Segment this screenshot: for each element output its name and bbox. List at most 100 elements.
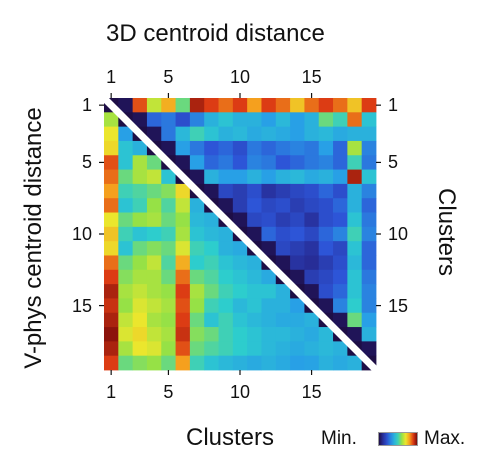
heatmap-cell — [189, 198, 205, 213]
heatmap-cell — [146, 341, 162, 357]
heatmap-cell — [347, 126, 363, 142]
heatmap-cell — [347, 98, 363, 113]
heatmap-cell — [232, 198, 248, 213]
top-tick-label: 15 — [301, 67, 322, 87]
heatmap-cell — [232, 98, 248, 113]
heatmap-cell — [318, 298, 334, 314]
heatmap-cell — [161, 169, 176, 185]
heatmap-cell — [361, 212, 377, 228]
heatmap-cell — [132, 226, 148, 242]
heatmap-cell — [232, 269, 248, 285]
heatmap-cell — [304, 269, 320, 285]
heatmap-cell — [261, 198, 277, 213]
heatmap-cell — [347, 298, 363, 314]
heatmap-cell — [104, 212, 119, 228]
heatmap-cell — [189, 355, 205, 371]
heatmap-cell — [132, 169, 148, 185]
heatmap-cell — [275, 140, 291, 156]
heatmap-cell — [333, 284, 348, 299]
heatmap-cell — [318, 284, 334, 299]
heatmap-cell — [347, 112, 363, 128]
heatmap-cell — [132, 312, 148, 328]
heatmap-cell — [104, 169, 119, 185]
heatmap-cell — [175, 226, 191, 242]
heatmap-cell — [104, 112, 119, 128]
heatmap-cell — [361, 284, 377, 299]
heatmap-cell — [175, 355, 191, 371]
heatmap-cell — [204, 269, 219, 285]
heatmap-cell — [118, 284, 134, 299]
heatmap-cell — [204, 212, 219, 228]
heatmap-cell — [132, 155, 148, 170]
heatmap-cell — [232, 155, 248, 170]
heatmap-cell — [204, 255, 219, 271]
heatmap-cell — [275, 126, 291, 142]
heatmap-cell — [347, 169, 363, 185]
heatmap-cell — [290, 255, 305, 271]
heatmap-cell — [132, 183, 148, 199]
heatmap-cell — [104, 298, 119, 314]
heatmap-cell — [275, 183, 291, 199]
heatmap-cell — [189, 269, 205, 285]
heatmap-cell — [132, 327, 148, 342]
heatmap-cell — [247, 269, 262, 285]
heatmap-cell — [290, 341, 305, 357]
heatmap-cell — [247, 183, 262, 199]
heatmap-cell — [247, 112, 262, 128]
heatmap-cell — [361, 341, 377, 357]
heatmap-cell — [218, 126, 234, 142]
heatmap-cell — [333, 341, 348, 357]
heatmap-cell — [118, 341, 134, 357]
heatmap-cell — [118, 255, 134, 271]
heatmap-cell — [132, 298, 148, 314]
heatmap-cell — [318, 212, 334, 228]
heatmap-cell — [318, 198, 334, 213]
heatmap-cell — [347, 255, 363, 271]
heatmap-cell — [304, 126, 320, 142]
heatmap-cell — [347, 226, 363, 242]
heatmap-cell — [318, 155, 334, 170]
heatmap-cell — [146, 312, 162, 328]
heatmap-cell — [361, 226, 377, 242]
heatmap-cell — [218, 241, 234, 256]
heatmap-cell — [318, 226, 334, 242]
heatmap-cell — [161, 198, 176, 213]
heatmap-cell — [247, 126, 262, 142]
heatmap-cell — [204, 312, 219, 328]
heatmap-cell — [247, 298, 262, 314]
heatmap-cell — [347, 198, 363, 213]
heatmap-cell — [247, 312, 262, 328]
heatmap-cell — [318, 98, 334, 113]
heatmap-cell — [146, 112, 162, 128]
heatmap-cell — [175, 284, 191, 299]
heatmap-cell — [361, 327, 377, 342]
left-tick-label: 5 — [81, 152, 92, 173]
heatmap-cell — [361, 198, 377, 213]
heatmap-cell — [132, 355, 148, 371]
heatmap-cell — [218, 341, 234, 357]
heatmap-cell — [146, 169, 162, 185]
heatmap-cell — [304, 212, 320, 228]
heatmap-cell — [290, 126, 305, 142]
heatmap-cell — [304, 140, 320, 156]
top-tick-label: 10 — [229, 67, 251, 87]
heatmap-cell — [232, 140, 248, 156]
heatmap-cell — [146, 269, 162, 285]
heatmap-cell — [189, 312, 205, 328]
heatmap-cell — [218, 140, 234, 156]
heatmap-cell — [333, 212, 348, 228]
heatmap-cell — [232, 169, 248, 185]
heatmap-cell — [304, 284, 320, 299]
heatmap-cell — [118, 169, 134, 185]
heatmap-cell — [204, 341, 219, 357]
heatmap-cell — [261, 169, 277, 185]
heatmap-cell — [261, 212, 277, 228]
heatmap-cell — [146, 284, 162, 299]
heatmap-cell — [318, 183, 334, 199]
heatmap-cell — [104, 198, 119, 213]
heatmap-cell — [204, 226, 219, 242]
heatmap-cell — [275, 298, 291, 314]
heatmap-cell — [175, 198, 191, 213]
heatmap-cell — [161, 112, 176, 128]
